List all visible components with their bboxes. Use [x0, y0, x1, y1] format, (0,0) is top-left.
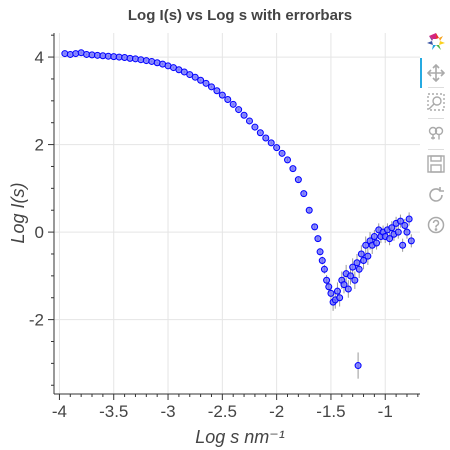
help-icon[interactable] [424, 213, 448, 237]
data-point [251, 123, 259, 131]
data-point [364, 252, 372, 260]
data-point [336, 294, 344, 302]
y-tick-label: -2 [29, 311, 44, 330]
data-point [224, 96, 232, 104]
data-point [316, 248, 324, 256]
data-point [344, 285, 352, 293]
y-tick-label: 0 [35, 223, 44, 242]
y-axis-label: Log I(s) [8, 182, 28, 243]
data-point [353, 259, 361, 267]
data-point [218, 91, 226, 99]
data-point [294, 176, 302, 184]
data-point [314, 235, 322, 243]
active-tool-indicator [420, 58, 422, 88]
data-point [320, 265, 328, 273]
save-icon[interactable] [424, 152, 448, 176]
data-point [186, 71, 194, 79]
x-tick-label: -1.5 [316, 402, 345, 421]
data-point [388, 224, 396, 232]
data-point [278, 149, 286, 157]
data-point [180, 68, 188, 76]
toolbar-separator [428, 118, 444, 119]
box-zoom-icon[interactable] [424, 90, 448, 114]
data-point [318, 257, 326, 265]
data-point [240, 111, 248, 119]
data-point [346, 272, 354, 280]
data-point [323, 276, 331, 284]
data-point [289, 165, 297, 173]
plot-area[interactable] [48, 33, 420, 400]
data-point [213, 87, 221, 95]
data-point [396, 217, 404, 225]
data-point [394, 228, 402, 236]
data-point [256, 129, 264, 137]
data-point [197, 76, 205, 84]
data-point [354, 362, 362, 370]
data-point [362, 241, 370, 249]
x-tick-label: -1 [378, 402, 393, 421]
x-tick-label: -3 [160, 402, 175, 421]
x-tick-label: -2 [269, 402, 284, 421]
data-point [399, 241, 407, 249]
data-point [349, 263, 357, 271]
x-tick-label: -4 [52, 402, 67, 421]
data-point [370, 232, 378, 240]
data-point [386, 235, 394, 243]
data-point [202, 79, 210, 87]
data-point [401, 222, 409, 230]
chart-title: Log I(s) vs Log s with errorbars [128, 7, 352, 24]
data-point [360, 257, 368, 265]
x-tick-label: -3.5 [99, 402, 128, 421]
data-point [300, 190, 308, 198]
data-point [403, 228, 411, 236]
data-point [273, 144, 281, 152]
data-point [262, 134, 270, 142]
data-point [325, 283, 333, 291]
x-axis-label: Log s nm⁻¹ [195, 427, 285, 447]
data-point [284, 156, 292, 164]
y-tick-label: 2 [35, 136, 44, 155]
data-point [327, 289, 335, 297]
data-point [355, 265, 363, 273]
pan-icon[interactable] [424, 61, 448, 85]
y-tick-label: 4 [35, 48, 44, 67]
data-point [267, 139, 275, 147]
data-point [207, 83, 215, 91]
data-point [357, 250, 365, 258]
wheel-zoom-icon[interactable] [424, 121, 448, 145]
data-point [407, 237, 415, 245]
data-point [333, 287, 341, 295]
toolbar-separator [428, 149, 444, 150]
data-point [340, 281, 348, 289]
data-point [229, 100, 237, 108]
data-point [235, 106, 243, 114]
x-tick-label: -2.5 [208, 402, 237, 421]
data-point [373, 239, 381, 247]
data-point [245, 117, 253, 125]
data-point [351, 276, 359, 284]
bokeh-logo-icon [424, 30, 448, 54]
data-point [311, 223, 319, 231]
toolbar-separator [428, 87, 444, 88]
reset-icon[interactable] [424, 183, 448, 207]
data-point [305, 206, 313, 214]
data-point [191, 73, 199, 81]
data-point [405, 215, 413, 223]
